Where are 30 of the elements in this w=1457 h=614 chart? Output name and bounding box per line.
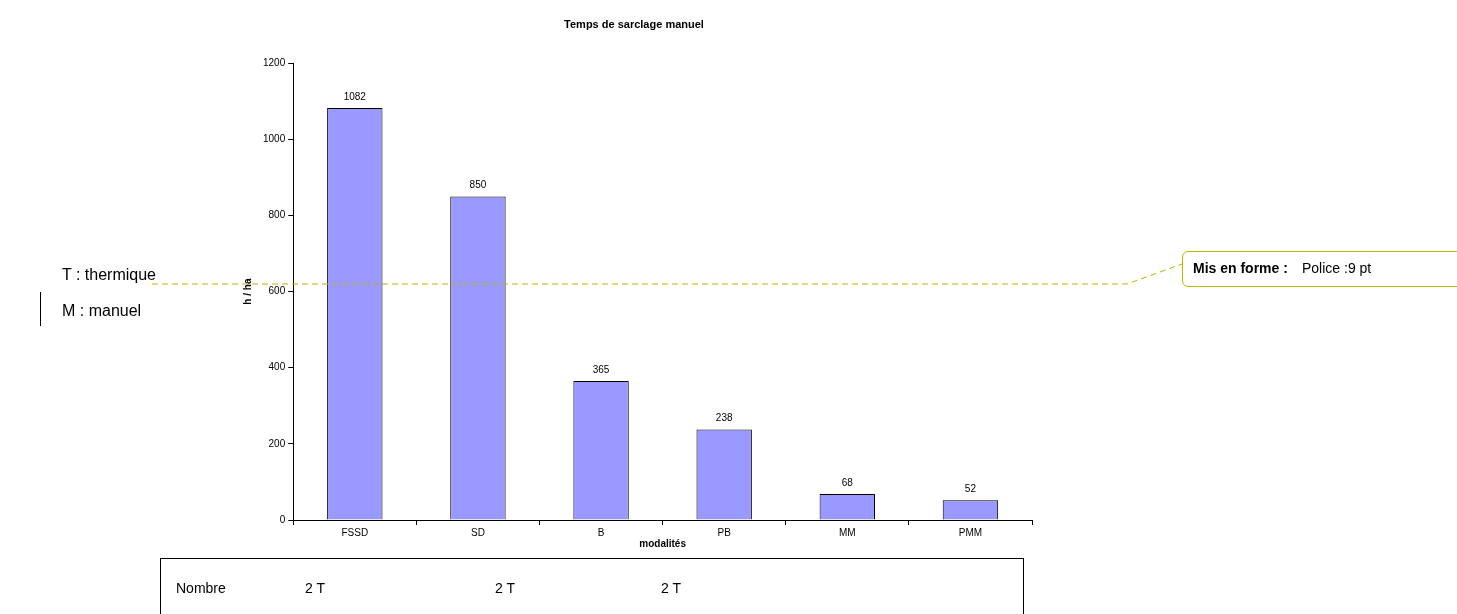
y-tick-label: 600: [268, 285, 286, 297]
data-label: 850: [469, 179, 487, 191]
data-label: 52: [964, 482, 977, 494]
x-tick-label: PMM: [958, 526, 983, 538]
y-tick-label: 0: [279, 513, 286, 525]
text: T : thermique: [62, 266, 156, 284]
text: M : manuel: [62, 302, 142, 320]
data-label: 68: [841, 476, 854, 488]
y-tick-label: 800: [268, 209, 286, 221]
x-tick-label: MM: [838, 526, 856, 538]
y-tick-label: 200: [268, 437, 286, 449]
chart-title: Temps de sarclage manuel: [564, 17, 704, 30]
x-axis-title: modalités: [639, 537, 687, 549]
y-axis-title: h / ha: [241, 278, 253, 305]
text: 2 T: [495, 580, 515, 596]
text: Police :9 pt: [1302, 260, 1372, 276]
text: Mis en forme :: [1193, 260, 1288, 276]
data-label: 238: [715, 412, 733, 424]
data-label: 365: [592, 363, 610, 375]
x-tick-label: FSSD: [341, 526, 369, 538]
x-tick-label: B: [597, 526, 605, 538]
x-tick-label: SD: [470, 526, 485, 538]
text: 2 T: [305, 580, 325, 596]
y-tick-label: 1000: [263, 133, 286, 145]
text: Nombre: [176, 580, 226, 596]
y-tick-label: 1200: [263, 56, 286, 68]
x-tick-label: PB: [717, 526, 732, 538]
data-label: 1082: [343, 90, 367, 102]
text: 2 T: [661, 580, 681, 596]
y-tick-label: 400: [268, 361, 286, 373]
